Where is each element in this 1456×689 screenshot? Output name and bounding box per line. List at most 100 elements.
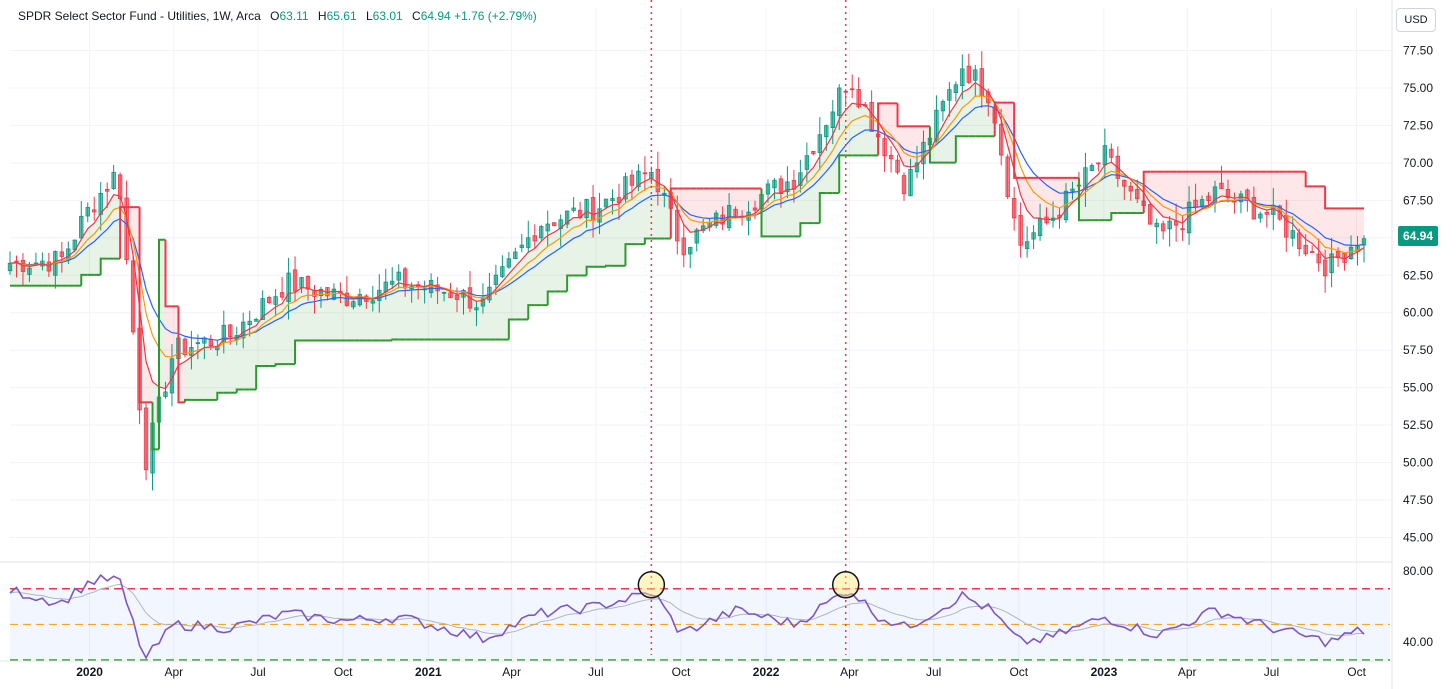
candle-body <box>798 172 803 186</box>
candle-body <box>688 247 693 255</box>
high-value: 65.61 <box>326 9 357 23</box>
stop-fill-segment <box>852 103 859 156</box>
candle-body <box>908 168 913 197</box>
stop-fill-segment <box>243 328 250 390</box>
stop-fill-segment <box>424 284 432 340</box>
candle-body <box>254 319 259 322</box>
stop-fill-segment <box>599 208 607 267</box>
stop-fill-segment <box>1318 186 1326 259</box>
x-tick-label: Jul <box>250 665 265 679</box>
stop-fill-segment <box>521 252 529 320</box>
candle-body <box>370 300 375 304</box>
candle-body <box>934 109 939 143</box>
candle-body <box>642 172 648 175</box>
candle-body <box>526 237 531 248</box>
candle-body <box>765 183 771 195</box>
stop-fill-segment <box>547 232 555 292</box>
rsi-peak-circle <box>637 570 666 599</box>
trailing-stop-step <box>274 363 283 367</box>
stop-fill-segment <box>1027 177 1034 218</box>
gridlines <box>10 8 1392 660</box>
last-price-label: 64.94 <box>1398 226 1438 246</box>
candle-body <box>1348 246 1354 259</box>
candle-body <box>629 174 635 186</box>
candle-body <box>1180 228 1185 231</box>
y-tick-label: 77.50 <box>1403 43 1433 57</box>
candle-body <box>1070 188 1075 192</box>
stop-fill-segment <box>230 337 237 393</box>
x-tick-label: 2022 <box>753 665 780 679</box>
candlestick-series <box>7 51 1367 491</box>
x-tick-label: Apr <box>164 665 183 679</box>
trailing-stop-lines <box>10 101 1364 451</box>
candle-body <box>247 320 252 326</box>
stop-fill-segment <box>1286 171 1293 224</box>
candle-body <box>98 192 103 215</box>
candle-body <box>778 178 784 195</box>
trailing-stop-step <box>1013 102 1021 179</box>
candle-body <box>1225 189 1231 199</box>
candle-body <box>973 69 978 81</box>
y-tick-label: 52.50 <box>1403 418 1433 432</box>
stop-fill-segment <box>159 239 166 389</box>
candle-body <box>1089 165 1095 172</box>
y-tick-label: 45.00 <box>1403 531 1433 545</box>
candle-body <box>195 342 201 345</box>
stop-fill-segment <box>217 339 224 393</box>
ema-red-line <box>9 81 1365 390</box>
candle-body <box>960 68 965 86</box>
candle-body <box>733 208 738 218</box>
stop-fill-segment <box>878 103 885 133</box>
trailing-stop-step <box>99 257 108 275</box>
y-tick-label: 60.00 <box>1403 306 1433 320</box>
stop-fill-segment <box>1150 171 1157 210</box>
candle-body <box>655 168 661 193</box>
currency-button[interactable]: USD <box>1396 8 1436 32</box>
x-tick-label: 2020 <box>76 665 103 679</box>
stop-fill-segment <box>942 113 950 163</box>
candle-body <box>1037 218 1043 236</box>
stop-fill-segment <box>320 290 328 341</box>
candle-body <box>143 407 149 471</box>
candle-body <box>675 209 680 242</box>
stop-fill-segment <box>1176 171 1183 224</box>
candle-body <box>552 222 557 227</box>
stop-fill-segment <box>301 287 309 341</box>
candle-body <box>1096 162 1101 165</box>
rsi-line <box>9 573 1365 660</box>
stop-fill-segment <box>405 284 412 340</box>
x-tick-label: Apr <box>1178 665 1197 679</box>
trailing-stop-step <box>507 318 516 340</box>
candle-body <box>344 292 350 306</box>
stop-fill-segment <box>612 204 619 266</box>
stop-fill-segment <box>1305 186 1313 244</box>
stop-fill-segment <box>295 287 302 341</box>
x-tick-label: Jul <box>588 665 603 679</box>
candle-body <box>1251 197 1257 220</box>
trailing-stop-step <box>954 135 963 163</box>
stop-fill-segment <box>845 103 853 156</box>
candle-body <box>454 294 460 300</box>
candle-body <box>636 170 641 188</box>
stop-fill-segment <box>813 156 820 224</box>
stop-fill-segment <box>411 285 419 340</box>
candle-body <box>1167 220 1172 230</box>
candle-body <box>260 298 265 320</box>
stop-fill-segment <box>690 188 697 233</box>
trailing-stop-step <box>151 402 160 451</box>
candle-body <box>208 338 214 347</box>
trailing-stop-step <box>669 187 678 239</box>
trailing-stop-step <box>527 304 535 320</box>
candle-body <box>545 223 550 232</box>
open-value: 63.11 <box>279 9 309 23</box>
stop-fill-segment <box>450 291 458 340</box>
trailing-stop-step <box>643 237 652 245</box>
stop-fill-segment <box>197 347 205 400</box>
stop-fill-segment <box>489 289 496 340</box>
trailing-stop-step <box>235 388 244 393</box>
stop-fill-segment <box>1046 177 1054 220</box>
stop-fill-segment <box>586 211 594 267</box>
candle-body <box>1109 148 1114 158</box>
candle-body <box>947 89 952 101</box>
